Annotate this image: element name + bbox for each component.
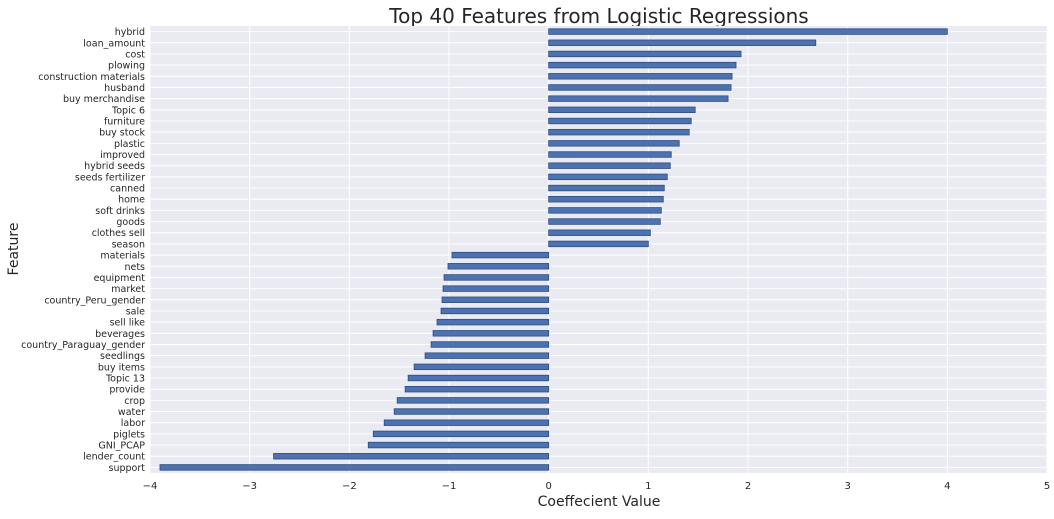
bar-construction-materials bbox=[548, 73, 733, 80]
y-tick-label: country_Paraguay_gender bbox=[21, 340, 145, 351]
y-tick-label: labor bbox=[121, 418, 145, 429]
bar-topic-6 bbox=[548, 106, 696, 114]
y-tick-label: seeds fertilizer bbox=[75, 172, 145, 183]
y-tick-label: plowing bbox=[108, 61, 145, 72]
y-tick-label: goods bbox=[116, 217, 145, 228]
bar-materials bbox=[451, 251, 550, 259]
bar-home bbox=[548, 196, 664, 203]
x-tick-labels: −4 −3 −2 −1 0 1 2 3 4 5 bbox=[143, 481, 1051, 492]
y-tick-label: hybrid seeds bbox=[84, 161, 145, 172]
chart-title: Top 40 Features from Logistic Regression… bbox=[388, 4, 808, 28]
x-tick-label: 1 bbox=[645, 481, 651, 492]
bar-season bbox=[548, 240, 649, 248]
x-tick-label: −4 bbox=[143, 481, 158, 492]
bar-provide bbox=[404, 385, 550, 393]
y-tick-label: home bbox=[118, 195, 145, 206]
bar-cost bbox=[548, 50, 742, 58]
bar-seedlings bbox=[424, 352, 550, 359]
bar-beverages bbox=[432, 330, 550, 337]
y-tick-label: GNI_PCAP bbox=[98, 441, 145, 452]
x-tick-label: −3 bbox=[242, 481, 257, 492]
bar-nets bbox=[447, 263, 550, 270]
y-tick-label: Topic 13 bbox=[105, 374, 145, 385]
y-tick-label: country_Peru_gender bbox=[44, 295, 145, 306]
y-tick-label: provide bbox=[109, 385, 145, 396]
bar-water bbox=[393, 408, 550, 415]
y-tick-label: hybrid bbox=[115, 27, 145, 38]
bars bbox=[159, 28, 948, 471]
bar-hybrid-seeds bbox=[548, 162, 671, 169]
bar-seeds-fertilizer bbox=[548, 173, 668, 181]
bar-labor bbox=[383, 419, 550, 426]
y-tick-label: support bbox=[109, 463, 146, 474]
bar-loan-amount bbox=[548, 39, 817, 46]
y-tick-labels: hybridloan_amountcostplowingconstruction… bbox=[21, 27, 145, 474]
bar-buy-stock bbox=[548, 128, 690, 136]
bar-plowing bbox=[548, 61, 737, 69]
bar-furniture bbox=[548, 117, 692, 125]
bar-plastic bbox=[548, 140, 680, 147]
x-tick-label: 4 bbox=[944, 481, 950, 492]
y-tick-label: plastic bbox=[114, 139, 145, 150]
x-tick-label: 5 bbox=[1044, 481, 1050, 492]
y-tick-label: season bbox=[112, 239, 145, 250]
y-axis-label: Feature bbox=[6, 223, 22, 276]
bar-clothes-sell bbox=[548, 229, 651, 236]
bar-lender-count bbox=[273, 453, 550, 460]
bar-goods bbox=[548, 218, 661, 225]
y-tick-label: furniture bbox=[104, 116, 145, 127]
y-tick-label: cost bbox=[125, 49, 145, 60]
bar-market bbox=[442, 285, 550, 292]
y-tick-label: beverages bbox=[95, 329, 145, 340]
plot-area bbox=[150, 26, 1047, 473]
y-tick-label: construction materials bbox=[38, 72, 145, 83]
bar-hybrid bbox=[548, 28, 948, 35]
y-tick-label: husband bbox=[104, 83, 145, 94]
bar-sell-like bbox=[436, 318, 550, 326]
bar-soft-drinks bbox=[548, 207, 662, 214]
x-axis-label: Coeffecient Value bbox=[538, 494, 661, 510]
y-tick-label: seedlings bbox=[100, 351, 145, 362]
y-tick-label: nets bbox=[124, 262, 145, 273]
y-tick-label: crop bbox=[124, 396, 145, 407]
bar-crop bbox=[396, 397, 550, 404]
bar-sale bbox=[440, 307, 550, 315]
bar-piglets bbox=[372, 430, 550, 438]
y-tick-label: clothes sell bbox=[92, 228, 145, 239]
bar-equipment bbox=[443, 274, 550, 281]
x-tick-label: 0 bbox=[545, 481, 551, 492]
bar-support bbox=[159, 464, 550, 471]
y-tick-label: soft drinks bbox=[95, 206, 145, 217]
y-tick-label: buy merchandise bbox=[63, 94, 145, 105]
bar-husband bbox=[548, 84, 732, 91]
bar-canned bbox=[548, 184, 665, 192]
bar-improved bbox=[548, 151, 672, 158]
y-tick-label: piglets bbox=[113, 429, 145, 440]
y-tick-label: market bbox=[111, 284, 145, 295]
y-tick-label: sell like bbox=[110, 318, 146, 329]
y-tick-label: buy stock bbox=[99, 128, 145, 139]
y-tick-label: materials bbox=[100, 251, 145, 262]
y-tick-label: loan_amount bbox=[83, 38, 145, 49]
y-tick-label: buy items bbox=[98, 362, 145, 373]
y-tick-label: water bbox=[118, 407, 145, 418]
y-tick-label: lender_count bbox=[83, 452, 145, 463]
y-tick-label: Topic 6 bbox=[111, 105, 145, 116]
bar-buy-merchandise bbox=[548, 95, 729, 102]
bar-topic-13 bbox=[407, 374, 550, 382]
bar-country-peru-gender bbox=[441, 296, 550, 303]
y-tick-label: equipment bbox=[94, 273, 146, 284]
x-tick-label: −2 bbox=[342, 481, 357, 492]
bar-buy-items bbox=[413, 363, 550, 371]
bar-gni-pcap bbox=[367, 441, 550, 449]
x-tick-label: 3 bbox=[844, 481, 850, 492]
bar-country-paraguay-gender bbox=[430, 341, 550, 348]
x-tick-label: 2 bbox=[745, 481, 751, 492]
y-tick-label: sale bbox=[126, 306, 145, 317]
y-tick-label: improved bbox=[100, 150, 145, 161]
x-tick-label: −1 bbox=[442, 481, 457, 492]
y-tick-label: canned bbox=[110, 184, 145, 195]
